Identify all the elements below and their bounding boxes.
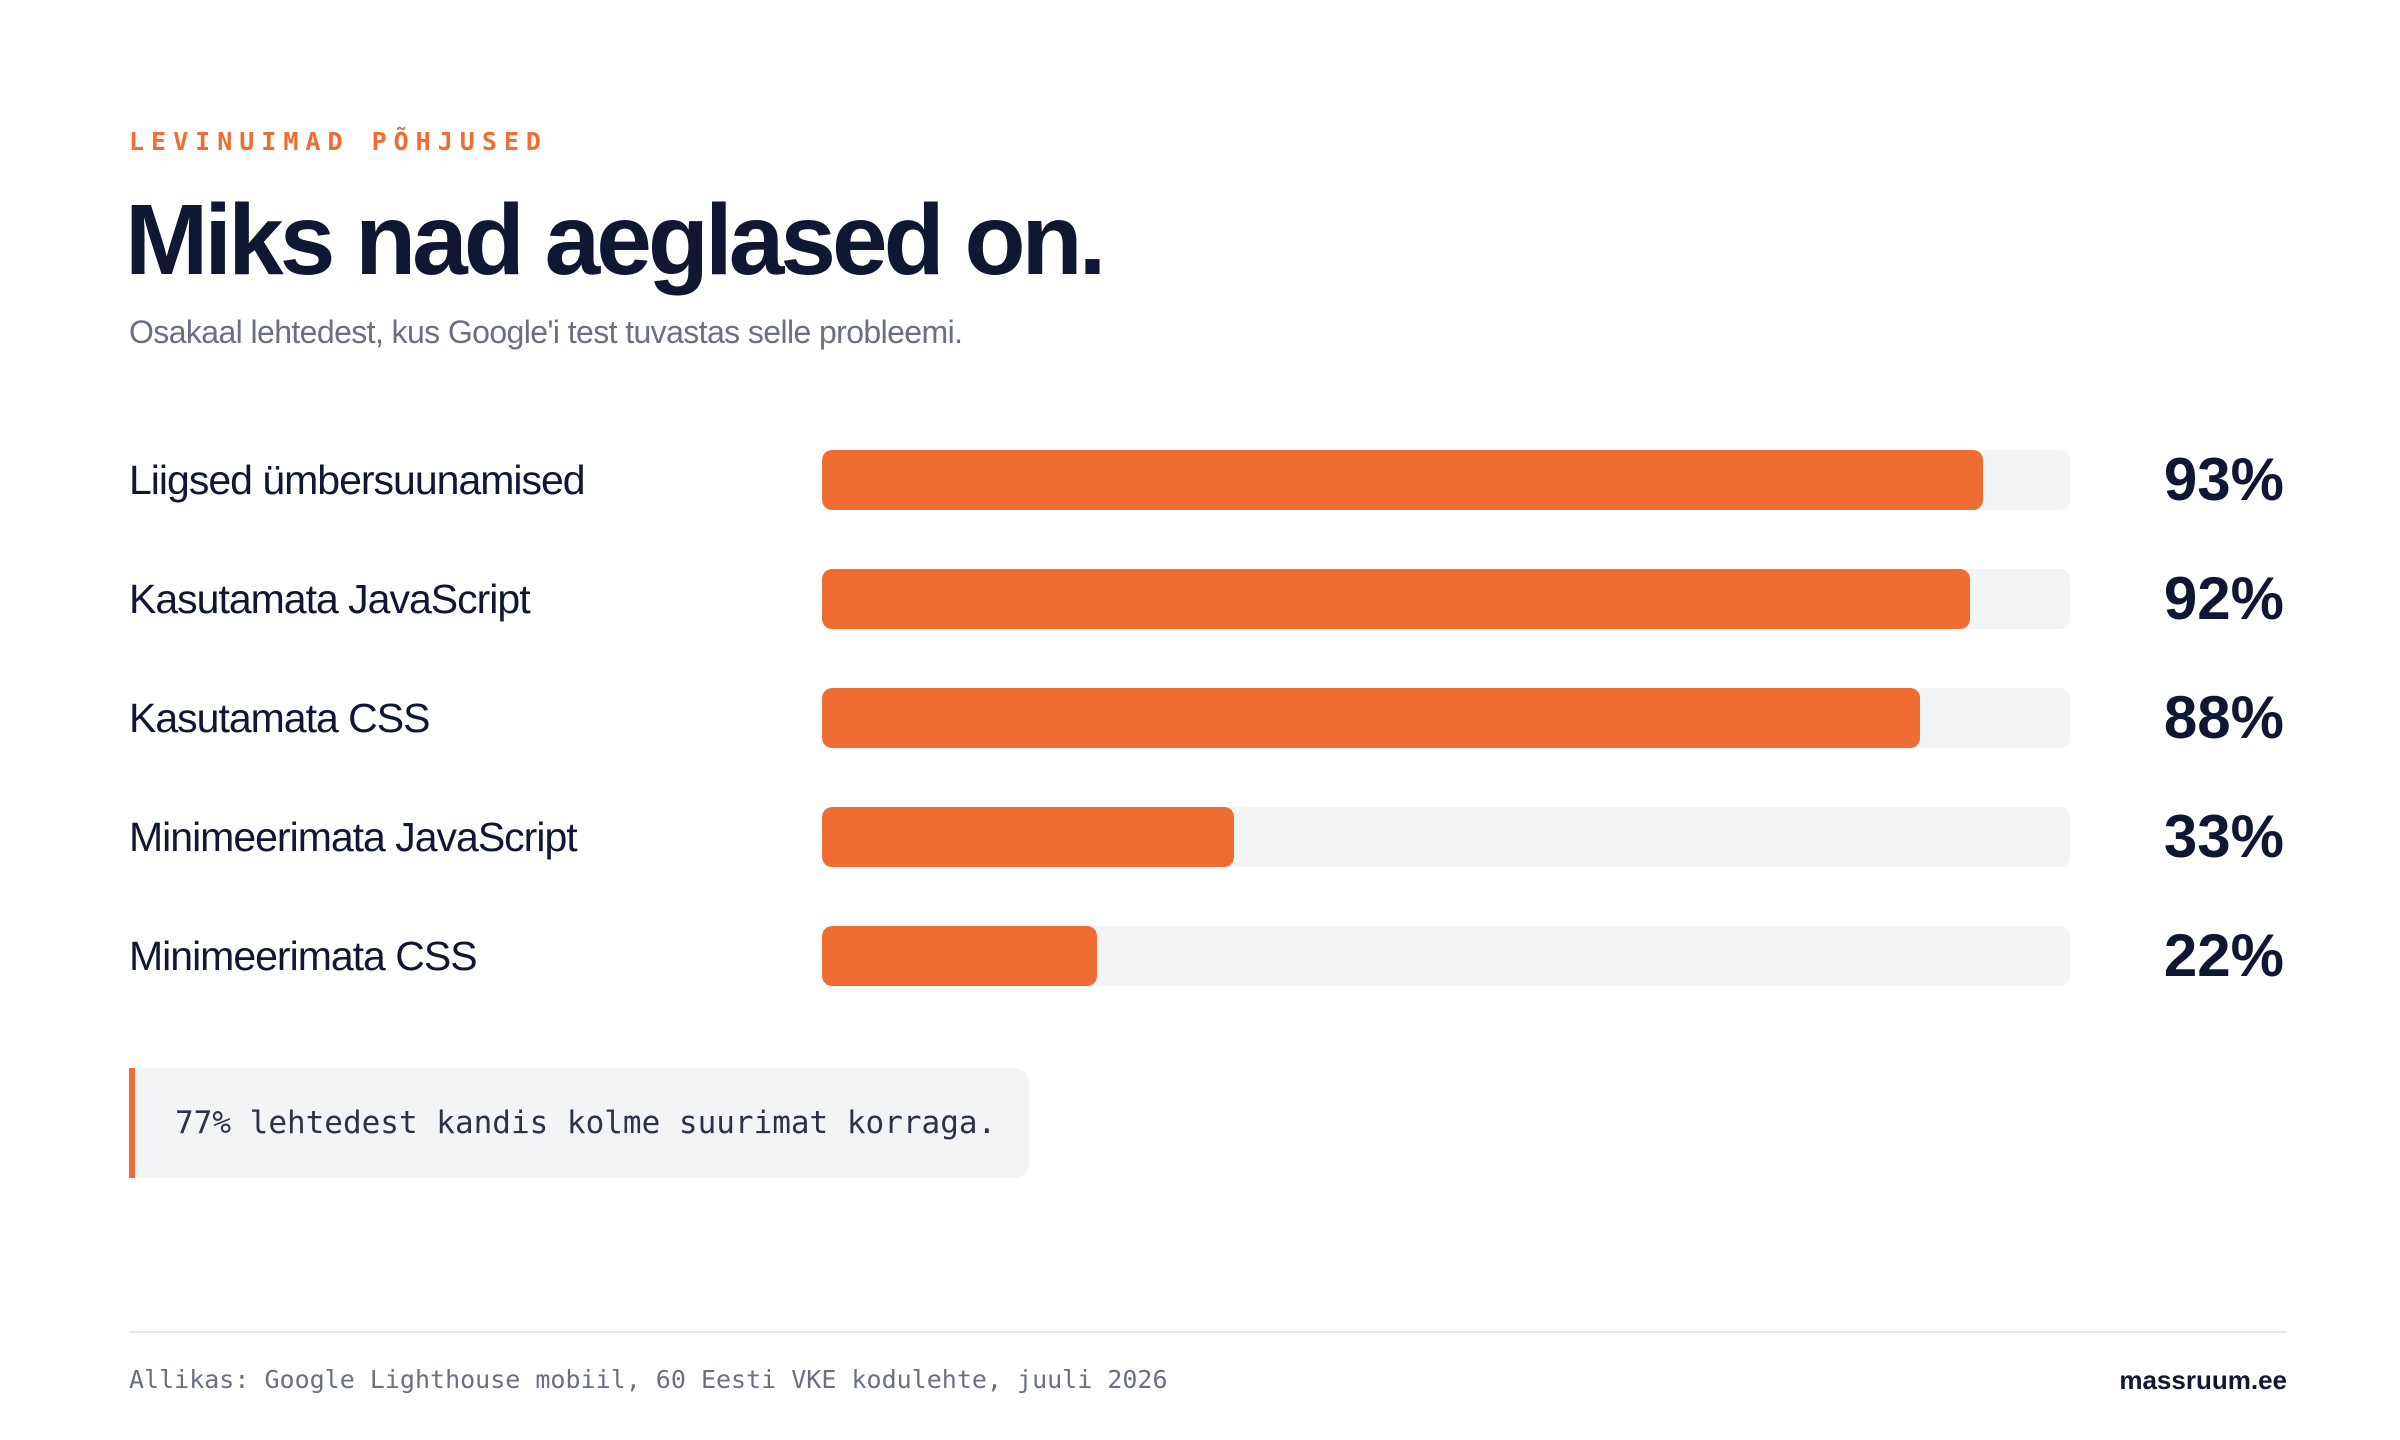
page-title: Miks nad aeglased on. <box>125 184 1106 296</box>
bar-track <box>822 807 2070 867</box>
bar <box>822 688 1921 748</box>
footer-divider <box>129 1331 2287 1333</box>
eyebrow-label: LEVINUIMAD PÕHJUSED <box>129 127 548 156</box>
bar <box>822 807 1234 867</box>
bar-track <box>822 450 2070 510</box>
callout-box: 77% lehtedest kandis kolme suurimat korr… <box>129 1068 1029 1178</box>
brand-name: massruum.ee <box>2119 1365 2287 1395</box>
bar-category-label: Kasutamata CSS <box>129 695 430 741</box>
bar-category-label: Kasutamata JavaScript <box>129 576 531 622</box>
callout-text: 77% lehtedest kandis kolme suurimat korr… <box>175 1105 997 1141</box>
bar-value-label: 33% <box>2163 803 2284 870</box>
bar-track <box>822 688 2070 748</box>
bar-value-label: 88% <box>2163 684 2284 751</box>
bar <box>822 569 1971 629</box>
bar-value-label: 92% <box>2163 565 2284 632</box>
page-subtitle: Osakaal lehtedest, kus Google'i test tuv… <box>129 314 963 350</box>
bar-category-label: Minimeerimata CSS <box>129 933 478 979</box>
bar-value-label: 93% <box>2163 446 2284 513</box>
bar <box>822 926 1097 986</box>
bar-value-label: 22% <box>2163 922 2284 989</box>
bar-track <box>822 569 2070 629</box>
bar-category-label: Minimeerimata JavaScript <box>129 814 578 860</box>
bar-track <box>822 926 2070 986</box>
source-note: Allikas: Google Lighthouse mobiil, 60 Ee… <box>129 1365 1168 1394</box>
bar <box>822 450 1983 510</box>
bar-category-label: Liigsed ümbersuunamised <box>129 457 586 503</box>
